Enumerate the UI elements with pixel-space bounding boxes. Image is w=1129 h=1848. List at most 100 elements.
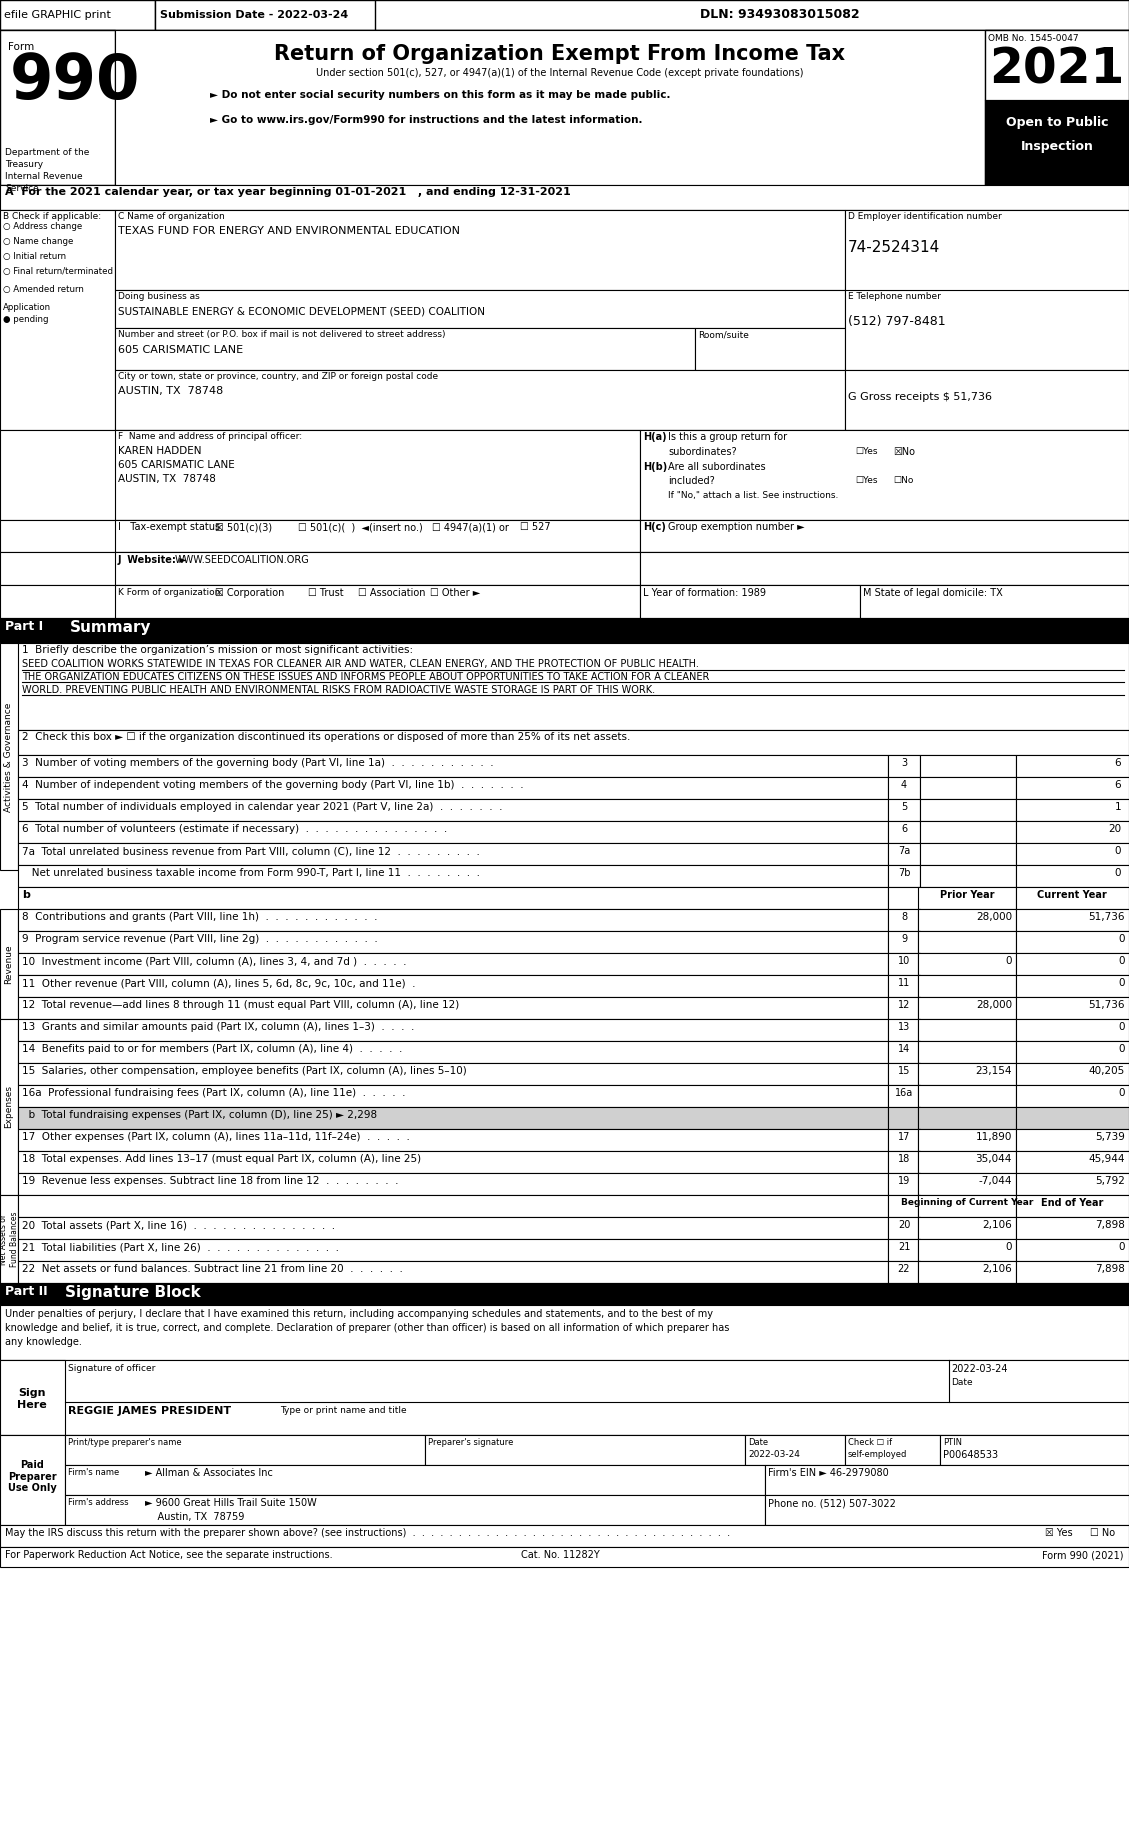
Bar	[18, 1018, 889, 1040]
Text: Part I: Part I	[5, 619, 43, 634]
Text: 22: 22	[898, 1264, 910, 1273]
Text: WORLD. PREVENTING PUBLIC HEALTH AND ENVIRONMENTAL RISKS FROM RADIOACTIVE WASTE S: WORLD. PREVENTING PUBLIC HEALTH AND ENVI…	[21, 686, 655, 695]
Text: Prior Year: Prior Year	[939, 891, 995, 900]
Text: Current Year: Current Year	[1038, 891, 1106, 900]
Text: 11: 11	[898, 978, 910, 989]
Bar	[18, 1218, 889, 1238]
Text: ☐Yes: ☐Yes	[855, 477, 877, 484]
Text: -7,044: -7,044	[979, 1175, 1012, 1186]
Bar	[0, 1547, 1129, 1567]
Bar	[918, 954, 1016, 976]
Text: any knowledge.: any knowledge.	[5, 1336, 82, 1347]
Text: ► Allman & Associates Inc: ► Allman & Associates Inc	[145, 1467, 273, 1478]
Bar	[918, 1218, 920, 1238]
Bar	[920, 756, 1016, 776]
Text: ☐ 501(c)(  )  ◄(insert no.): ☐ 501(c)( ) ◄(insert no.)	[298, 521, 422, 532]
Bar	[918, 1151, 1016, 1173]
Text: 8: 8	[901, 913, 907, 922]
Text: b  Total fundraising expenses (Part IX, column (D), line 25) ► 2,298: b Total fundraising expenses (Part IX, c…	[21, 1111, 377, 1120]
Bar	[1016, 1238, 1129, 1260]
Bar	[18, 1260, 889, 1283]
Bar	[0, 1360, 65, 1436]
Bar	[918, 931, 1016, 954]
Bar	[889, 1040, 920, 1063]
Text: 5,739: 5,739	[1095, 1133, 1124, 1142]
Bar	[640, 586, 860, 617]
Bar	[860, 586, 1129, 617]
Bar	[1016, 1063, 1129, 1085]
Bar	[889, 776, 920, 798]
Bar	[18, 1063, 889, 1085]
Text: Treasury: Treasury	[5, 161, 43, 168]
Bar	[844, 370, 1129, 431]
Bar	[18, 776, 889, 798]
Bar	[889, 798, 920, 821]
Bar	[0, 30, 115, 185]
Bar	[1016, 1018, 1129, 1040]
Text: F  Name and address of principal officer:: F Name and address of principal officer:	[119, 432, 303, 442]
Text: 4: 4	[901, 780, 907, 789]
Bar	[18, 865, 889, 887]
Text: Form: Form	[8, 43, 34, 52]
Text: 0: 0	[1119, 1088, 1124, 1098]
Text: 9  Program service revenue (Part VIII, line 2g)  .  .  .  .  .  .  .  .  .  .  .: 9 Program service revenue (Part VIII, li…	[21, 933, 378, 944]
Text: AUSTIN, TX  78748: AUSTIN, TX 78748	[119, 473, 216, 484]
Bar	[918, 887, 1016, 909]
Bar	[115, 327, 695, 370]
Bar	[18, 1173, 889, 1196]
Bar	[918, 1018, 1016, 1040]
Text: 2022-03-24: 2022-03-24	[951, 1364, 1007, 1375]
Bar	[1016, 954, 1129, 976]
Bar	[1016, 1218, 1129, 1238]
Text: 45,944: 45,944	[1088, 1153, 1124, 1164]
Text: 14  Benefits paid to or for members (Part IX, column (A), line 4)  .  .  .  .  .: 14 Benefits paid to or for members (Part…	[21, 1044, 402, 1053]
Text: ☐ Trust: ☐ Trust	[308, 588, 343, 599]
Bar	[918, 1040, 920, 1063]
Bar	[1016, 1085, 1129, 1107]
Bar	[1016, 1107, 1129, 1129]
Text: Signature of officer: Signature of officer	[68, 1364, 156, 1373]
Text: b: b	[21, 891, 29, 900]
Bar	[889, 1218, 920, 1238]
Text: Number and street (or P.O. box if mail is not delivered to street address): Number and street (or P.O. box if mail i…	[119, 331, 446, 338]
Text: Return of Organization Exempt From Income Tax: Return of Organization Exempt From Incom…	[274, 44, 846, 65]
Bar	[918, 1129, 1016, 1151]
Bar	[1016, 798, 1129, 821]
Text: 0: 0	[1114, 846, 1121, 856]
Bar	[918, 931, 920, 954]
Bar	[889, 865, 920, 887]
Text: Expenses: Expenses	[5, 1085, 14, 1129]
Text: 15: 15	[898, 1066, 910, 1076]
Bar	[918, 1260, 1016, 1283]
Text: 4  Number of independent voting members of the governing body (Part VI, line 1b): 4 Number of independent voting members o…	[21, 780, 524, 789]
Bar	[0, 643, 1129, 730]
Bar	[844, 211, 1129, 431]
Bar	[18, 1129, 889, 1151]
Text: 19  Revenue less expenses. Subtract line 18 from line 12  .  .  .  .  .  .  .  .: 19 Revenue less expenses. Subtract line …	[21, 1175, 399, 1186]
Text: 2022-03-24: 2022-03-24	[749, 1451, 799, 1460]
Bar	[0, 1305, 1129, 1360]
Bar	[155, 0, 375, 30]
Text: Firm's name: Firm's name	[68, 1467, 120, 1477]
Text: E Telephone number: E Telephone number	[848, 292, 940, 301]
Text: Department of the: Department of the	[5, 148, 89, 157]
Text: 15  Salaries, other compensation, employee benefits (Part IX, column (A), lines : 15 Salaries, other compensation, employe…	[21, 1066, 466, 1076]
Text: 40,205: 40,205	[1088, 1066, 1124, 1076]
Text: knowledge and belief, it is true, correct, and complete. Declaration of preparer: knowledge and belief, it is true, correc…	[5, 1323, 729, 1332]
Bar	[1016, 1129, 1129, 1151]
Text: I   Tax-exempt status:: I Tax-exempt status:	[119, 521, 224, 532]
Text: Paid
Preparer
Use Only: Paid Preparer Use Only	[8, 1460, 56, 1493]
Text: 23,154: 23,154	[975, 1066, 1012, 1076]
Text: 18: 18	[898, 1153, 910, 1164]
Bar	[0, 1196, 18, 1283]
Bar	[65, 1465, 765, 1495]
Bar	[0, 211, 1129, 431]
Text: ☐No: ☐No	[893, 477, 913, 484]
Text: ○ Name change: ○ Name change	[3, 237, 73, 246]
Text: C Name of organization: C Name of organization	[119, 213, 225, 222]
Text: 2,106: 2,106	[982, 1264, 1012, 1273]
Text: KAREN HADDEN: KAREN HADDEN	[119, 445, 201, 456]
Text: 3: 3	[901, 758, 907, 769]
Text: Firm's EIN ► 46-2979080: Firm's EIN ► 46-2979080	[768, 1467, 889, 1478]
Text: 5  Total number of individuals employed in calendar year 2021 (Part V, line 2a) : 5 Total number of individuals employed i…	[21, 802, 502, 811]
